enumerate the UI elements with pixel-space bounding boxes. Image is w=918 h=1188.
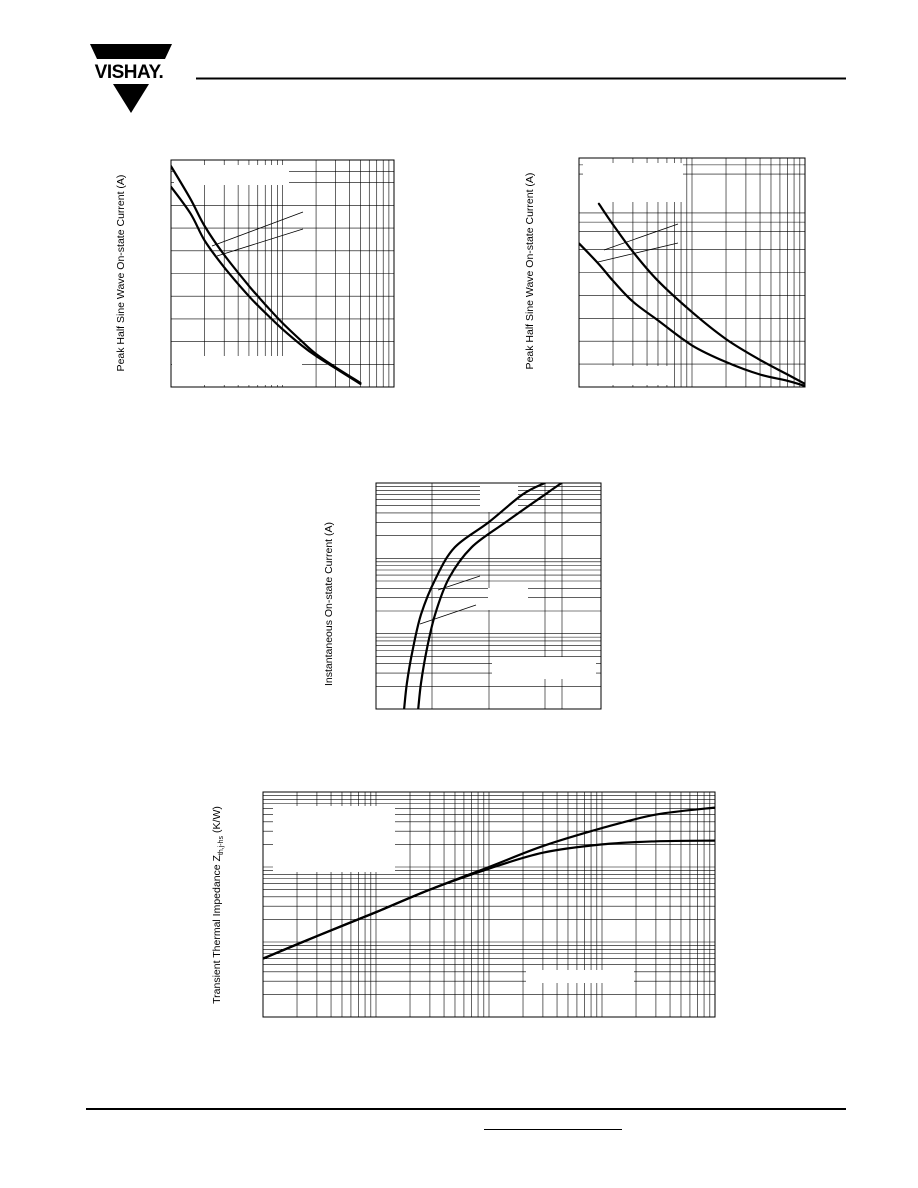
label-area [174, 165, 289, 185]
series-line-1 [403, 483, 546, 709]
label-area [526, 970, 634, 983]
logo-top-triangle [90, 44, 172, 59]
chart-4-y-axis-label-main: Transient Thermal Impedance Z [211, 854, 223, 1003]
chart-4-y-axis-label: Transient Thermal Impedance Zth,j-hs (K/W… [211, 806, 225, 1004]
chart-3-frame [375, 482, 602, 710]
series-line-1 [597, 202, 805, 385]
leader-line [603, 223, 679, 251]
chart-4-grid [263, 792, 715, 1017]
chart-2-y-axis-label: Peak Half Sine Wave On-state Current (A) [524, 173, 536, 370]
chart-4-y-axis-label-subscript: th,j-hs [218, 835, 225, 855]
label-area [172, 356, 302, 385]
chart-2-label-areas [582, 163, 683, 385]
chart-3-y-axis-label: Instantaneous On-state Current (A) [323, 522, 335, 686]
chart-4-frame [262, 791, 716, 1018]
chart-2: Peak Half Sine Wave On-state Current (A) [524, 157, 806, 388]
chart-3: Instantaneous On-state Current (A) [323, 482, 602, 710]
chart-2-series [579, 202, 805, 387]
chart-2-leaders [597, 223, 679, 263]
series-line-2 [263, 839, 715, 960]
chart-4-series [263, 806, 715, 960]
chart-1-series [171, 165, 362, 385]
leader-line [211, 211, 304, 247]
label-area [583, 163, 683, 202]
series-line-2 [579, 242, 805, 387]
chart-1-label-areas [172, 165, 302, 385]
chart-1-leaders [211, 211, 304, 257]
vishay-logo: VISHAY. [90, 44, 172, 113]
chart-1-grid [171, 160, 394, 387]
chart-1: Peak Half Sine Wave On-state Current (A) [115, 159, 395, 388]
logo-bottom-triangle [113, 84, 149, 113]
chart-1-y-axis-label: Peak Half Sine Wave On-state Current (A) [115, 175, 127, 372]
label-area [492, 657, 596, 679]
label-area [488, 588, 528, 610]
label-area [582, 366, 672, 385]
chart-3-series [403, 483, 563, 709]
label-area [480, 482, 518, 512]
chart-3-label-areas [480, 482, 596, 679]
series-line-2 [417, 483, 563, 709]
logo-text: VISHAY. [95, 62, 164, 83]
chart-3-leaders [419, 575, 481, 625]
chart-4: Transient Thermal Impedance Zth,j-hs (K/W… [211, 791, 716, 1018]
series-line-1 [171, 165, 362, 384]
chart-2-frame [578, 157, 806, 388]
chart-4-label-areas [273, 806, 634, 983]
series-line-2 [171, 185, 362, 385]
leader-line [216, 228, 304, 257]
chart-3-grid [376, 483, 601, 709]
chart-1-frame [170, 159, 395, 388]
label-area [273, 806, 395, 872]
chart-4-y-axis-label-unit: (K/W) [211, 806, 223, 833]
leader-line [597, 242, 679, 263]
leader-line [419, 604, 477, 625]
